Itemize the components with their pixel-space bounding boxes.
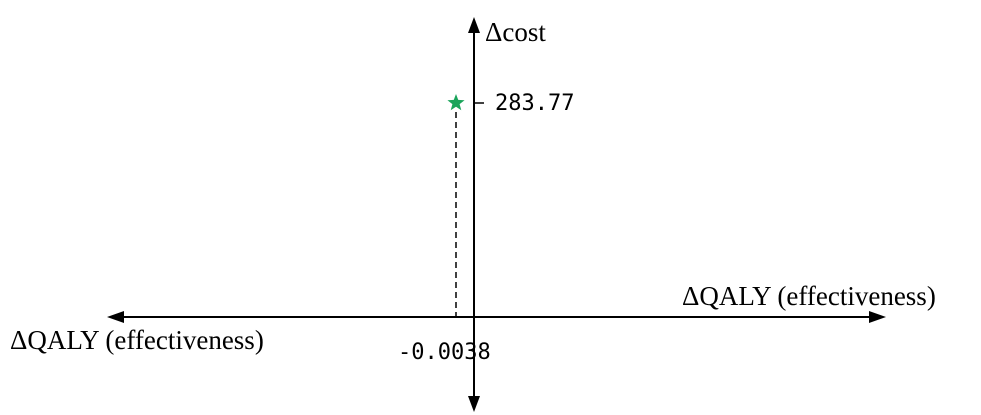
y-tick-label: 283.77 — [495, 91, 574, 116]
y-axis-arrow-down — [468, 396, 480, 412]
x-axis-arrow-right — [869, 311, 886, 323]
x-axis-arrow-left — [107, 311, 124, 323]
x-axis-label-left: ΔQALY (effectiveness) — [10, 325, 264, 355]
data-point-star — [447, 94, 465, 111]
y-axis-label: Δcost — [485, 17, 546, 47]
x-tick-label: -0.0038 — [398, 340, 491, 365]
y-axis-arrow-up — [468, 17, 480, 33]
x-axis-label-right: ΔQALY (effectiveness) — [682, 281, 936, 311]
